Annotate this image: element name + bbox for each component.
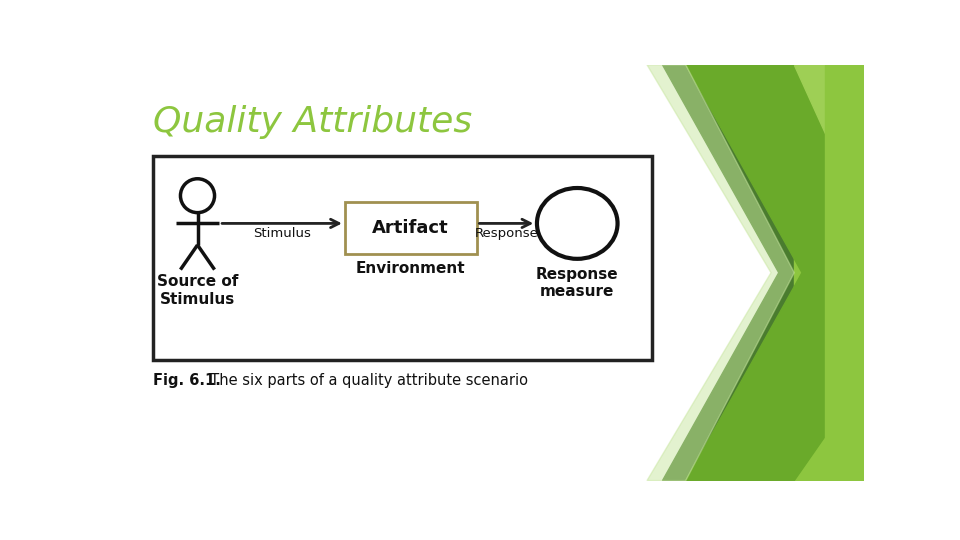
Text: Artifact: Artifact	[372, 219, 449, 237]
Text: Quality Attributes: Quality Attributes	[153, 105, 471, 139]
Text: Stimulus: Stimulus	[253, 227, 311, 240]
Text: Fig. 6.1.: Fig. 6.1.	[153, 373, 221, 388]
Polygon shape	[647, 65, 794, 481]
Ellipse shape	[180, 179, 214, 213]
Text: The six parts of a quality attribute scenario: The six parts of a quality attribute sce…	[201, 373, 528, 388]
Polygon shape	[826, 65, 864, 481]
Polygon shape	[794, 65, 864, 481]
Ellipse shape	[537, 188, 617, 259]
Bar	[345, 202, 476, 254]
Text: Environment: Environment	[356, 261, 466, 276]
Polygon shape	[685, 65, 864, 481]
Text: Source of
Stimulus: Source of Stimulus	[156, 274, 238, 307]
Text: Response
measure: Response measure	[536, 267, 618, 299]
Text: Response: Response	[474, 227, 539, 240]
Bar	[153, 156, 653, 360]
Polygon shape	[794, 65, 864, 219]
Polygon shape	[662, 65, 864, 481]
